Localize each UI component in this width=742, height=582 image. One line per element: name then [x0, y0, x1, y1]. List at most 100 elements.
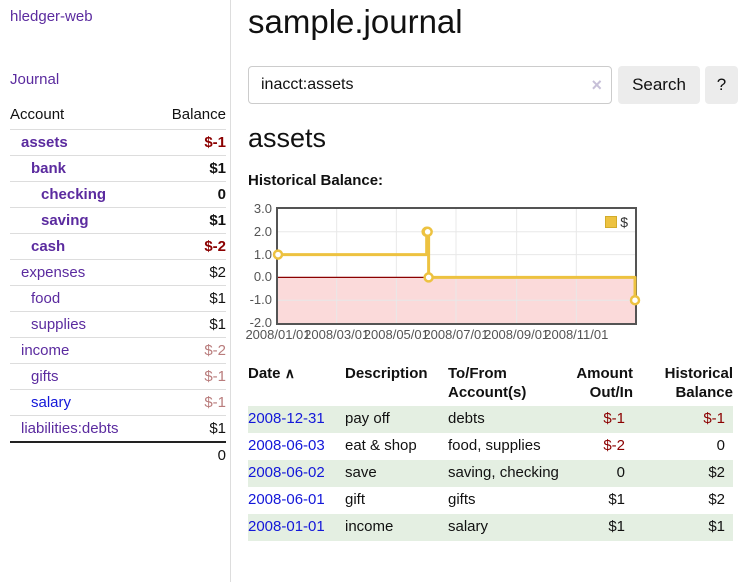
clear-search-icon[interactable]: × — [591, 75, 602, 95]
register-amount: 0 — [616, 464, 625, 481]
register-row: 2008-01-01 income salary $1 $1 — [248, 514, 733, 541]
sidebar-item-journal[interactable]: Journal — [10, 71, 60, 88]
account-balance: $2 — [209, 264, 226, 281]
account-balance: 0 — [217, 186, 226, 203]
register-balance: 0 — [716, 437, 725, 454]
sort-ascending-icon: ∧ — [284, 365, 295, 381]
register-amount: $-1 — [603, 410, 625, 427]
account-row: cash $-2 — [10, 233, 226, 260]
register-accounts: food, supplies — [448, 437, 541, 454]
account-link-bank[interactable]: bank — [31, 160, 67, 177]
chart-canvas — [272, 209, 641, 323]
account-link-gifts[interactable]: gifts — [31, 368, 59, 385]
register-balance: $-1 — [703, 410, 725, 427]
accounts-header-row: Account Balance — [10, 102, 226, 130]
register-accounts: saving, checking — [448, 464, 559, 481]
app-title-link[interactable]: hledger-web — [10, 8, 93, 25]
account-row: checking 0 — [10, 181, 226, 208]
register-balance: $2 — [708, 464, 725, 481]
chart-y-axis: 3.0 2.0 1.0 0.0 -1.0 -2.0 — [249, 201, 272, 330]
account-balance: $-1 — [204, 368, 226, 385]
account-heading: assets — [248, 123, 327, 153]
register-description: pay off — [345, 410, 390, 427]
account-balance: $-2 — [204, 238, 226, 255]
register-amount: $1 — [608, 518, 625, 535]
account-link-assets[interactable]: assets — [21, 134, 68, 151]
accounts-table: Account Balance assets $-1 bank $1 check… — [10, 102, 226, 468]
register-date-link[interactable]: 2008-06-01 — [248, 491, 325, 508]
register-amount: $-2 — [603, 437, 625, 454]
account-row: food $1 — [10, 285, 226, 312]
account-link-cash[interactable]: cash — [31, 238, 66, 255]
accounts-header-balance: Balance — [171, 106, 226, 123]
account-balance: $-1 — [204, 394, 226, 411]
account-row: supplies $1 — [10, 311, 226, 338]
register-header-account: To/From Account(s) — [448, 365, 527, 401]
search-input-wrap: × — [248, 66, 612, 104]
accounts-total-row: 0 — [10, 442, 226, 468]
chart-title: Historical Balance: — [248, 172, 384, 189]
chart-legend: $ — [603, 213, 630, 231]
account-balance: $-1 — [204, 134, 226, 151]
account-link-saving[interactable]: saving — [41, 212, 89, 229]
register-amount: $1 — [608, 491, 625, 508]
register-balance: $2 — [708, 491, 725, 508]
register-row: 2008-12-31 pay off debts $-1 $-1 — [248, 406, 733, 433]
search-input[interactable] — [248, 66, 612, 104]
account-link-supplies[interactable]: supplies — [31, 316, 87, 333]
account-balance: $-2 — [204, 342, 226, 359]
chart-plot-area[interactable]: $ — [272, 207, 641, 325]
account-row: saving $1 — [10, 207, 226, 234]
search-form: × Search ? — [248, 66, 738, 104]
register-header-row: Date ∧ Description To/From Account(s) Am… — [248, 362, 733, 406]
search-button[interactable]: Search — [618, 66, 700, 104]
register-row: 2008-06-01 gift gifts $1 $2 — [248, 487, 733, 514]
register-description: gift — [345, 491, 366, 508]
historical-balance-chart: 3.0 2.0 1.0 0.0 -1.0 -2.0 $ 2008/01/01 2008/03… — [245, 199, 688, 345]
register-header-date: Date ∧ — [248, 365, 295, 382]
account-row: expenses $2 — [10, 259, 226, 286]
legend-label: $ — [620, 214, 628, 230]
register-date-link[interactable]: 2008-06-03 — [248, 437, 325, 454]
account-balance: $1 — [209, 160, 226, 177]
account-link-income[interactable]: income — [21, 342, 70, 359]
account-row: gifts $-1 — [10, 363, 226, 390]
account-link-salary[interactable]: salary — [31, 394, 72, 411]
legend-swatch-icon — [605, 216, 618, 228]
account-balance: $1 — [209, 212, 226, 229]
account-row: income $-2 — [10, 337, 226, 364]
register-balance: $1 — [708, 518, 725, 535]
accounts-header-account: Account — [10, 106, 65, 123]
account-balance: $1 — [209, 420, 226, 437]
account-link-food[interactable]: food — [31, 290, 61, 307]
register-row: 2008-06-02 save saving, checking 0 $2 — [248, 460, 733, 487]
account-link-liabilities-debts[interactable]: liabilities:debts — [21, 420, 119, 437]
register-header-balance: Historical Balance — [664, 365, 733, 401]
register-description: save — [345, 464, 377, 481]
help-button[interactable]: ? — [705, 66, 738, 104]
register-accounts: debts — [448, 410, 485, 427]
register-header-amount: Amount Out/In — [576, 365, 633, 401]
account-link-expenses[interactable]: expenses — [21, 264, 86, 281]
main-content: sample.journal × Search ? assets Histori… — [245, 0, 742, 582]
account-row: bank $1 — [10, 155, 226, 182]
register-date-link[interactable]: 2008-01-01 — [248, 518, 325, 535]
account-balance: $1 — [209, 290, 226, 307]
register-table: Date ∧ Description To/From Account(s) Am… — [248, 362, 733, 541]
account-row: liabilities:debts $1 — [10, 415, 226, 443]
register-accounts: gifts — [448, 491, 476, 508]
sidebar: hledger-web Journal Account Balance asse… — [0, 0, 231, 582]
page-title: sample.journal — [248, 3, 463, 40]
register-header-description: Description — [345, 365, 428, 382]
register-description: income — [345, 518, 394, 535]
register-description: eat & shop — [345, 437, 417, 454]
register-date-link[interactable]: 2008-12-31 — [248, 410, 325, 427]
account-row: assets $-1 — [10, 129, 226, 156]
register-row: 2008-06-03 eat & shop food, supplies $-2… — [248, 433, 733, 460]
account-row: salary $-1 — [10, 389, 226, 416]
account-link-checking[interactable]: checking — [41, 186, 107, 203]
account-balance: $1 — [209, 316, 226, 333]
register-date-link[interactable]: 2008-06-02 — [248, 464, 325, 481]
register-accounts: salary — [448, 518, 489, 535]
accounts-total-balance: 0 — [217, 447, 226, 464]
